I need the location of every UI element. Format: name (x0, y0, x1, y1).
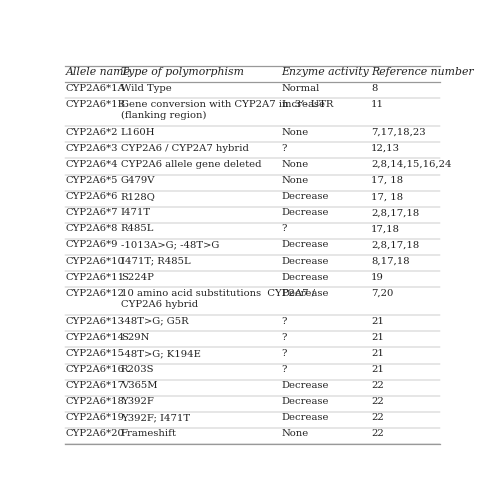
Text: CYP2A6*1A: CYP2A6*1A (66, 84, 125, 93)
Text: 22: 22 (371, 397, 384, 406)
Text: Normal: Normal (282, 84, 319, 93)
Text: Decrease: Decrease (282, 289, 329, 298)
Text: Decrease: Decrease (282, 397, 329, 406)
Text: 8: 8 (371, 84, 378, 93)
Text: Reference number: Reference number (371, 68, 474, 78)
Text: Decrease: Decrease (282, 257, 329, 266)
Text: 17, 18: 17, 18 (371, 192, 403, 201)
Text: L160H: L160H (121, 128, 155, 137)
Text: 2,8,17,18: 2,8,17,18 (371, 208, 420, 217)
Text: CYP2A6*4: CYP2A6*4 (66, 160, 118, 169)
Text: None: None (282, 128, 309, 137)
Text: Decrease: Decrease (282, 192, 329, 201)
Text: I471T; R485L: I471T; R485L (121, 257, 190, 266)
Text: CYP2A6*5: CYP2A6*5 (66, 176, 118, 185)
Text: Increase: Increase (282, 100, 325, 109)
Text: 2,8,14,15,16,24: 2,8,14,15,16,24 (371, 160, 452, 169)
Text: CYP2A6*6: CYP2A6*6 (66, 192, 118, 201)
Text: -48T>G; K194E: -48T>G; K194E (121, 349, 201, 358)
Text: 22: 22 (371, 381, 384, 390)
Text: G479V: G479V (121, 176, 155, 185)
Text: Allele name: Allele name (66, 68, 130, 78)
Text: 21: 21 (371, 333, 384, 342)
Text: Decrease: Decrease (282, 208, 329, 217)
Text: S29N: S29N (121, 333, 149, 342)
Text: V365M: V365M (121, 381, 157, 390)
Text: CYP2A6*3: CYP2A6*3 (66, 144, 118, 153)
Text: 21: 21 (371, 317, 384, 326)
Text: CYP2A6 allele gene deleted: CYP2A6 allele gene deleted (121, 160, 261, 169)
Text: ?: ? (282, 317, 287, 326)
Text: Gene conversion with CYP2A7 in  3’- UTR
(flanking region): Gene conversion with CYP2A7 in 3’- UTR (… (121, 100, 333, 120)
Text: 17,18: 17,18 (371, 224, 400, 233)
Text: 22: 22 (371, 413, 384, 422)
Text: 2,8,17,18: 2,8,17,18 (371, 240, 420, 249)
Text: CYP2A6*1B: CYP2A6*1B (66, 100, 125, 109)
Text: Y392F; I471T: Y392F; I471T (121, 413, 190, 422)
Text: CYP2A6*15: CYP2A6*15 (66, 349, 124, 358)
Text: -1013A>G; -48T>G: -1013A>G; -48T>G (121, 240, 219, 249)
Text: CYP2A6*14: CYP2A6*14 (66, 333, 125, 342)
Text: ?: ? (282, 349, 287, 358)
Text: CYP2A6*8: CYP2A6*8 (66, 224, 118, 233)
Text: Y392F: Y392F (121, 397, 154, 406)
Text: Type of polymorphism: Type of polymorphism (121, 68, 244, 78)
Text: Decrease: Decrease (282, 381, 329, 390)
Text: CYP2A6*2: CYP2A6*2 (66, 128, 118, 137)
Text: CYP2A6*12: CYP2A6*12 (66, 289, 124, 298)
Text: CYP2A6*9: CYP2A6*9 (66, 240, 118, 249)
Text: CYP2A6*17: CYP2A6*17 (66, 381, 124, 390)
Text: 7,17,18,23: 7,17,18,23 (371, 128, 426, 137)
Text: None: None (282, 160, 309, 169)
Text: Decrease: Decrease (282, 273, 329, 282)
Text: 10 amino acid substitutions  CYP2A7 /
CYP2A6 hybrid: 10 amino acid substitutions CYP2A7 / CYP… (121, 289, 315, 309)
Text: R485L: R485L (121, 224, 154, 233)
Text: Decrease: Decrease (282, 413, 329, 422)
Text: CYP2A6*16: CYP2A6*16 (66, 365, 124, 374)
Text: R128Q: R128Q (121, 192, 156, 201)
Text: S224P: S224P (121, 273, 154, 282)
Text: CYP2A6*11: CYP2A6*11 (66, 273, 125, 282)
Text: 8,17,18: 8,17,18 (371, 257, 410, 266)
Text: ?: ? (282, 224, 287, 233)
Text: CYP2A6*7: CYP2A6*7 (66, 208, 118, 217)
Text: ?: ? (282, 144, 287, 153)
Text: -48T>G; G5R: -48T>G; G5R (121, 317, 188, 326)
Text: 11: 11 (371, 100, 384, 109)
Text: Wild Type: Wild Type (121, 84, 172, 93)
Text: CYP2A6*10: CYP2A6*10 (66, 257, 124, 266)
Text: None: None (282, 176, 309, 185)
Text: CYP2A6*13: CYP2A6*13 (66, 317, 124, 326)
Text: ?: ? (282, 365, 287, 374)
Text: 21: 21 (371, 365, 384, 374)
Text: CYP2A6*18: CYP2A6*18 (66, 397, 124, 406)
Text: 22: 22 (371, 429, 384, 438)
Text: 17, 18: 17, 18 (371, 176, 403, 185)
Text: 21: 21 (371, 349, 384, 358)
Text: Enzyme activity: Enzyme activity (282, 68, 369, 78)
Text: Frameshift: Frameshift (121, 429, 176, 438)
Text: CYP2A6 / CYP2A7 hybrid: CYP2A6 / CYP2A7 hybrid (121, 144, 249, 153)
Text: ?: ? (282, 333, 287, 342)
Text: None: None (282, 429, 309, 438)
Text: Decrease: Decrease (282, 240, 329, 249)
Text: R203S: R203S (121, 365, 154, 374)
Text: I471T: I471T (121, 208, 151, 217)
Text: CYP2A6*19: CYP2A6*19 (66, 413, 124, 422)
Text: 19: 19 (371, 273, 384, 282)
Text: CYP2A6*20: CYP2A6*20 (66, 429, 124, 438)
Text: 7,20: 7,20 (371, 289, 393, 298)
Text: 12,13: 12,13 (371, 144, 400, 153)
